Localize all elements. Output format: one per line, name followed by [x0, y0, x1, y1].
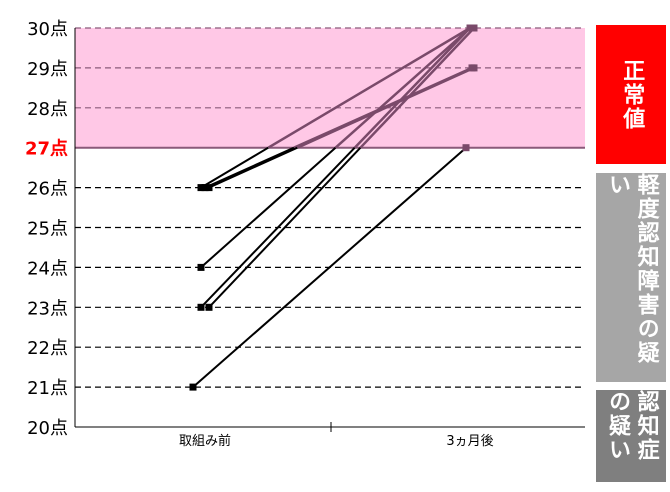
- y-tick-label: 20点: [27, 418, 68, 439]
- y-tick-label: 23点: [27, 298, 68, 319]
- normal-band: [75, 28, 585, 148]
- data-point: [462, 144, 470, 152]
- y-tick-label: 29点: [27, 59, 68, 80]
- data-point: [201, 184, 209, 192]
- label-mci: 軽度認知障害の疑い: [596, 173, 666, 382]
- data-point: [197, 303, 205, 311]
- data-point: [205, 303, 213, 311]
- series-line: [208, 147, 362, 308]
- x-tick-label: 3ヵ月後: [446, 434, 493, 449]
- data-point: [470, 24, 478, 32]
- y-tick-label: 21点: [27, 378, 68, 399]
- y-tick-label: 22点: [27, 338, 68, 359]
- data-point: [466, 24, 474, 32]
- series-line: [208, 146, 298, 189]
- label-normal: 正常値: [596, 25, 666, 164]
- x-tick-label: 取組み前: [179, 433, 231, 449]
- data-point: [197, 184, 205, 192]
- data-point: [205, 184, 213, 192]
- y-tick-label: 30点: [27, 19, 68, 40]
- y-tick-label: 24点: [27, 258, 68, 279]
- data-point: [197, 263, 205, 271]
- series-line: [204, 146, 295, 189]
- series-line: [200, 146, 337, 269]
- series-line: [334, 27, 471, 149]
- data-point: [189, 383, 197, 391]
- series-line: [200, 146, 269, 189]
- y-tick-label: 28点: [27, 99, 68, 120]
- series-line: [353, 27, 471, 149]
- series-line: [192, 146, 467, 388]
- series-line: [200, 147, 356, 308]
- y-tick-label: 26点: [27, 179, 68, 200]
- series-line: [359, 27, 475, 149]
- y-tick-label: 25点: [27, 219, 68, 240]
- label-dementia: 認知症の疑い: [596, 390, 666, 482]
- data-point: [470, 64, 478, 72]
- series-line: [267, 26, 471, 149]
- series-line: [296, 66, 475, 149]
- y-tick-label: 27点: [25, 138, 68, 160]
